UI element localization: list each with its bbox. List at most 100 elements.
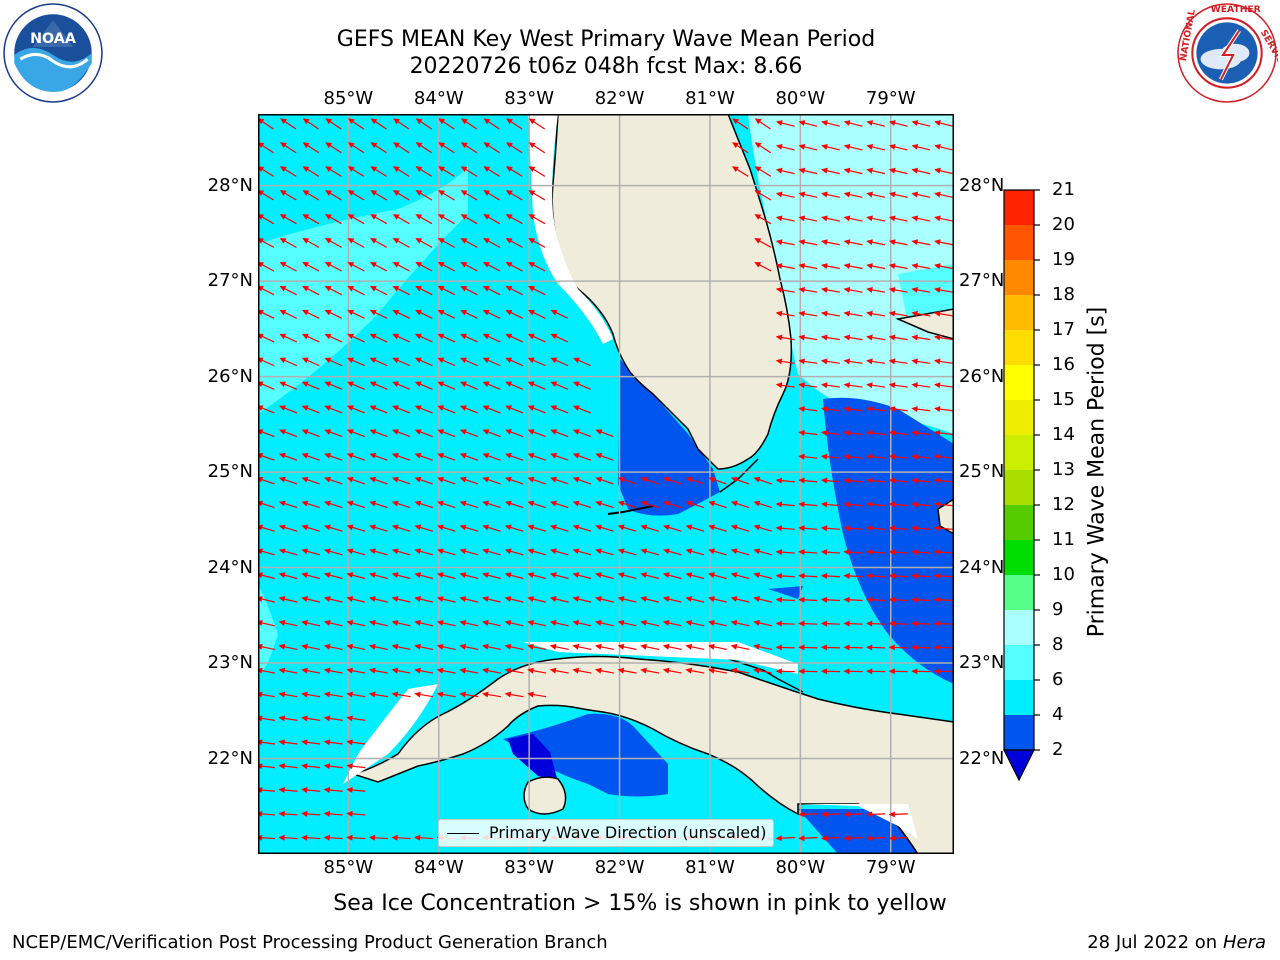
map-gridlines — [258, 114, 954, 854]
wave-arrow — [934, 167, 953, 175]
wave-arrow — [866, 167, 886, 175]
wave-arrow — [911, 549, 931, 556]
period-field-6-8s-nw — [258, 164, 468, 414]
wave-arrow — [459, 548, 479, 556]
wave-arrow — [911, 525, 931, 532]
colorbar-title: Primary Wave Mean Period [s] — [1084, 306, 1110, 638]
wave-arrow — [324, 453, 343, 461]
wave-arrow — [279, 238, 297, 248]
wave-arrow — [572, 548, 592, 556]
wave-arrow — [617, 524, 637, 532]
wave-arrow — [346, 763, 366, 770]
wave-arrow — [369, 667, 388, 674]
wave-arrow — [820, 525, 841, 532]
wave-arrow — [346, 453, 366, 461]
wave-arrow — [866, 239, 886, 246]
wave-arrow — [347, 214, 365, 225]
wave-arrow — [278, 572, 298, 580]
wave-arrow — [459, 524, 479, 532]
wave-arrow — [369, 405, 388, 414]
wave-arrow — [370, 142, 387, 154]
wave-arrow — [798, 453, 818, 460]
wave-arrow — [888, 215, 908, 222]
wave-arrow — [888, 525, 908, 532]
wave-arrow — [595, 500, 614, 509]
wave-arrow — [866, 382, 886, 389]
wave-arrow — [934, 191, 953, 198]
wave-arrow — [549, 596, 569, 603]
colorbar-tick-label: 8 — [1052, 634, 1064, 655]
wave-arrow — [573, 381, 591, 390]
wave-arrow — [347, 238, 365, 248]
wave-arrow — [504, 691, 524, 698]
lon-tick-label-bottom: 81°W — [685, 857, 735, 878]
wave-arrow — [550, 453, 569, 461]
wave-arrow — [911, 596, 931, 603]
wave-arrow — [414, 429, 433, 438]
wave-arrow — [617, 572, 637, 580]
wave-arrow — [775, 263, 795, 270]
wave-arrow — [279, 262, 297, 272]
sea-ice-note: Sea Ice Concentration > 15% is shown in … — [333, 891, 947, 916]
lat-tick-label-left: 27°N — [207, 270, 253, 292]
wave-arrow — [527, 381, 546, 390]
wave-arrow — [933, 453, 954, 460]
wave-arrow — [640, 643, 660, 651]
wave-arrow — [911, 572, 931, 579]
wave-arrow — [572, 667, 592, 674]
wave-arrow — [506, 118, 523, 130]
wave-arrow — [731, 166, 749, 177]
wave-arrow — [754, 238, 772, 248]
wave-arrow — [347, 118, 365, 130]
wave-arrow — [820, 549, 841, 556]
colorbar-segment — [1004, 470, 1034, 506]
lat-tick-label-left: 22°N — [207, 747, 253, 769]
wave-arrow — [323, 739, 343, 746]
wave-arrow — [258, 142, 274, 154]
wave-arrow — [617, 548, 637, 556]
wave-arrow — [483, 118, 500, 130]
wave-arrow — [460, 309, 478, 319]
wave-arrow — [436, 667, 456, 674]
wave-arrow — [933, 334, 953, 341]
wave-arrow — [843, 644, 863, 651]
wave-arrow — [414, 572, 434, 580]
wave-arrow — [798, 811, 818, 818]
wave-arrow — [278, 620, 298, 627]
wave-arrow — [730, 572, 750, 580]
wave-arrow — [820, 477, 841, 484]
wave-arrow — [933, 525, 954, 532]
wave-arrow — [888, 358, 908, 365]
wave-arrow — [572, 405, 591, 414]
wave-arrow — [392, 262, 410, 272]
wave-arrow — [730, 667, 750, 674]
wave-arrow — [708, 596, 727, 603]
wave-arrow — [708, 620, 727, 627]
wave-arrow — [933, 477, 954, 484]
wave-arrow — [572, 596, 592, 603]
wave-arrow — [775, 644, 795, 651]
wave-arrow — [301, 357, 320, 367]
wave-arrow — [323, 620, 343, 627]
wave-arrow — [504, 667, 524, 674]
wave-arrow — [459, 691, 479, 698]
wave-arrow — [549, 643, 569, 651]
wave-arrow — [843, 143, 863, 151]
wave-arrow — [550, 429, 569, 438]
wave-arrow — [528, 285, 546, 296]
wave-arrow — [438, 142, 455, 154]
wave-arrow — [911, 167, 931, 175]
wave-arrow — [391, 643, 411, 651]
wave-arrow — [302, 166, 320, 177]
map-title: GEFS MEAN Key West Primary Wave Mean Per… — [336, 27, 876, 52]
wave-arrow — [415, 190, 433, 201]
wave-arrow — [437, 476, 456, 485]
wave-arrow — [821, 143, 840, 151]
wave-arrow — [460, 357, 478, 367]
wave-arrow — [550, 548, 569, 556]
lat-tick-label-left: 28°N — [207, 174, 253, 196]
land-lower-keys — [607, 505, 654, 515]
legend-line-sample — [447, 833, 479, 834]
wave-arrow — [324, 357, 343, 367]
wave-arrow — [325, 190, 342, 201]
